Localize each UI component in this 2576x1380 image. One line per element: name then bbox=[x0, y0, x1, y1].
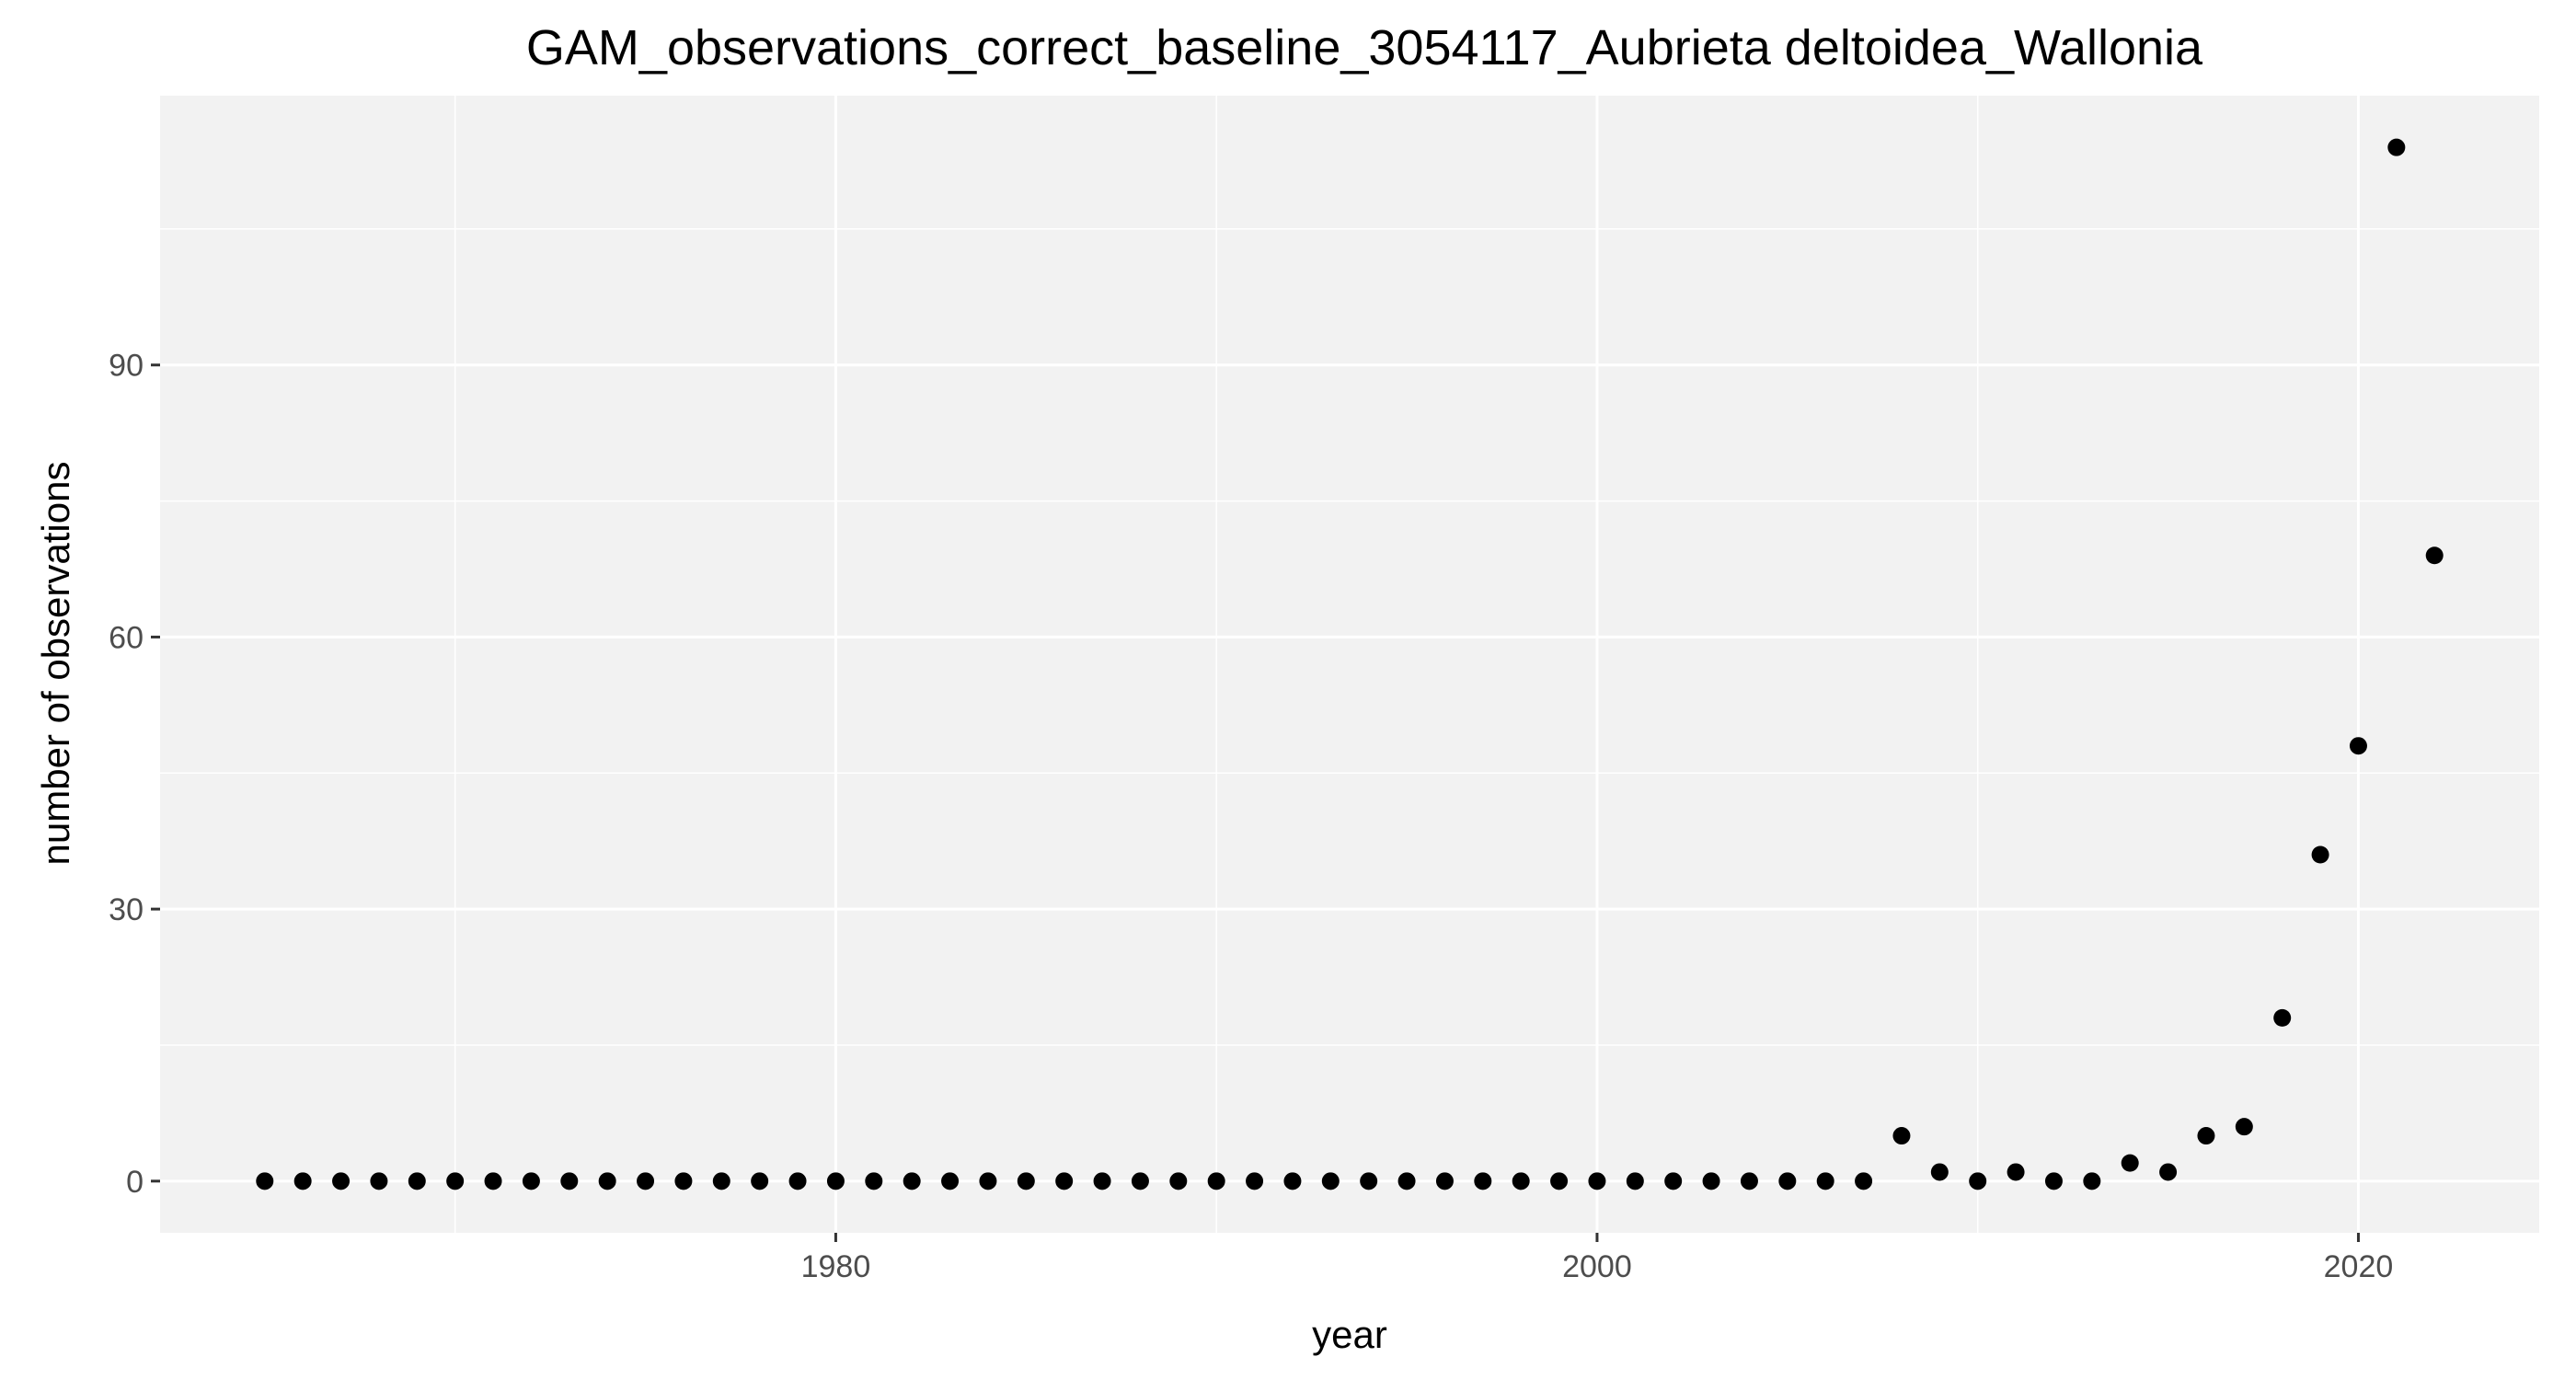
data-point bbox=[1969, 1172, 1987, 1190]
data-point bbox=[1360, 1172, 1378, 1190]
data-point bbox=[2197, 1127, 2215, 1145]
data-point bbox=[1246, 1172, 1264, 1190]
data-point bbox=[256, 1172, 274, 1190]
data-point bbox=[1930, 1163, 1949, 1181]
x-axis: 1980 2000 2020 bbox=[801, 1233, 2394, 1284]
data-point bbox=[522, 1172, 540, 1190]
data-point bbox=[2083, 1172, 2101, 1190]
data-point bbox=[1207, 1172, 1225, 1190]
data-point bbox=[293, 1172, 312, 1190]
data-point bbox=[1512, 1172, 1530, 1190]
y-tick-label: 0 bbox=[126, 1165, 144, 1200]
data-point bbox=[1055, 1172, 1074, 1190]
data-point bbox=[1740, 1172, 1758, 1190]
y-tick-label: 90 bbox=[109, 349, 144, 384]
data-point bbox=[826, 1172, 845, 1190]
data-point bbox=[903, 1172, 921, 1190]
x-tick-label: 1980 bbox=[801, 1249, 871, 1284]
data-point bbox=[865, 1172, 883, 1190]
data-point bbox=[2121, 1154, 2139, 1172]
data-point bbox=[1550, 1172, 1569, 1190]
data-point bbox=[598, 1172, 616, 1190]
data-point bbox=[1397, 1172, 1416, 1190]
data-point bbox=[1816, 1172, 1834, 1190]
minor-gridlines bbox=[160, 96, 2539, 1233]
y-axis-title: number of observations bbox=[34, 462, 77, 866]
data-point bbox=[1702, 1172, 1720, 1190]
data-point bbox=[1131, 1172, 1149, 1190]
data-point bbox=[2044, 1172, 2063, 1190]
data-point bbox=[941, 1172, 960, 1190]
x-tick-label: 2000 bbox=[1562, 1249, 1632, 1284]
data-point bbox=[2387, 138, 2406, 156]
data-point bbox=[2007, 1163, 2025, 1181]
data-point bbox=[2235, 1118, 2253, 1136]
major-gridlines bbox=[160, 96, 2539, 1233]
data-point bbox=[560, 1172, 579, 1190]
data-point bbox=[1892, 1127, 1911, 1145]
data-point bbox=[751, 1172, 769, 1190]
data-point bbox=[1474, 1172, 1492, 1190]
data-point bbox=[2425, 546, 2444, 565]
chart-title: GAM_observations_correct_baseline_305411… bbox=[526, 20, 2203, 75]
data-point bbox=[637, 1172, 655, 1190]
data-point bbox=[332, 1172, 351, 1190]
y-tick-label: 60 bbox=[109, 620, 144, 655]
data-point bbox=[1017, 1172, 1035, 1190]
data-point bbox=[1664, 1172, 1683, 1190]
data-point bbox=[788, 1172, 807, 1190]
data-point bbox=[370, 1172, 388, 1190]
data-point bbox=[1321, 1172, 1340, 1190]
data-points bbox=[256, 138, 2444, 1190]
data-point bbox=[712, 1172, 730, 1190]
data-point bbox=[2159, 1163, 2178, 1181]
data-point bbox=[446, 1172, 465, 1190]
y-axis: 0 30 60 90 bbox=[109, 349, 160, 1200]
x-axis-title: year bbox=[1312, 1313, 1387, 1356]
data-point bbox=[2311, 845, 2329, 864]
data-point bbox=[408, 1172, 426, 1190]
data-point bbox=[674, 1172, 693, 1190]
data-point bbox=[1626, 1172, 1644, 1190]
data-point bbox=[1588, 1172, 1606, 1190]
y-tick-label: 30 bbox=[109, 892, 144, 927]
data-point bbox=[2273, 1008, 2292, 1027]
plot-panel bbox=[160, 96, 2539, 1233]
data-point bbox=[1778, 1172, 1797, 1190]
data-point bbox=[1093, 1172, 1111, 1190]
data-point bbox=[2349, 737, 2367, 755]
x-tick-label: 2020 bbox=[2324, 1249, 2394, 1284]
data-point bbox=[1283, 1172, 1302, 1190]
data-point bbox=[979, 1172, 997, 1190]
data-point bbox=[1855, 1172, 1873, 1190]
data-point bbox=[484, 1172, 502, 1190]
data-point bbox=[1169, 1172, 1188, 1190]
data-point bbox=[1435, 1172, 1454, 1190]
